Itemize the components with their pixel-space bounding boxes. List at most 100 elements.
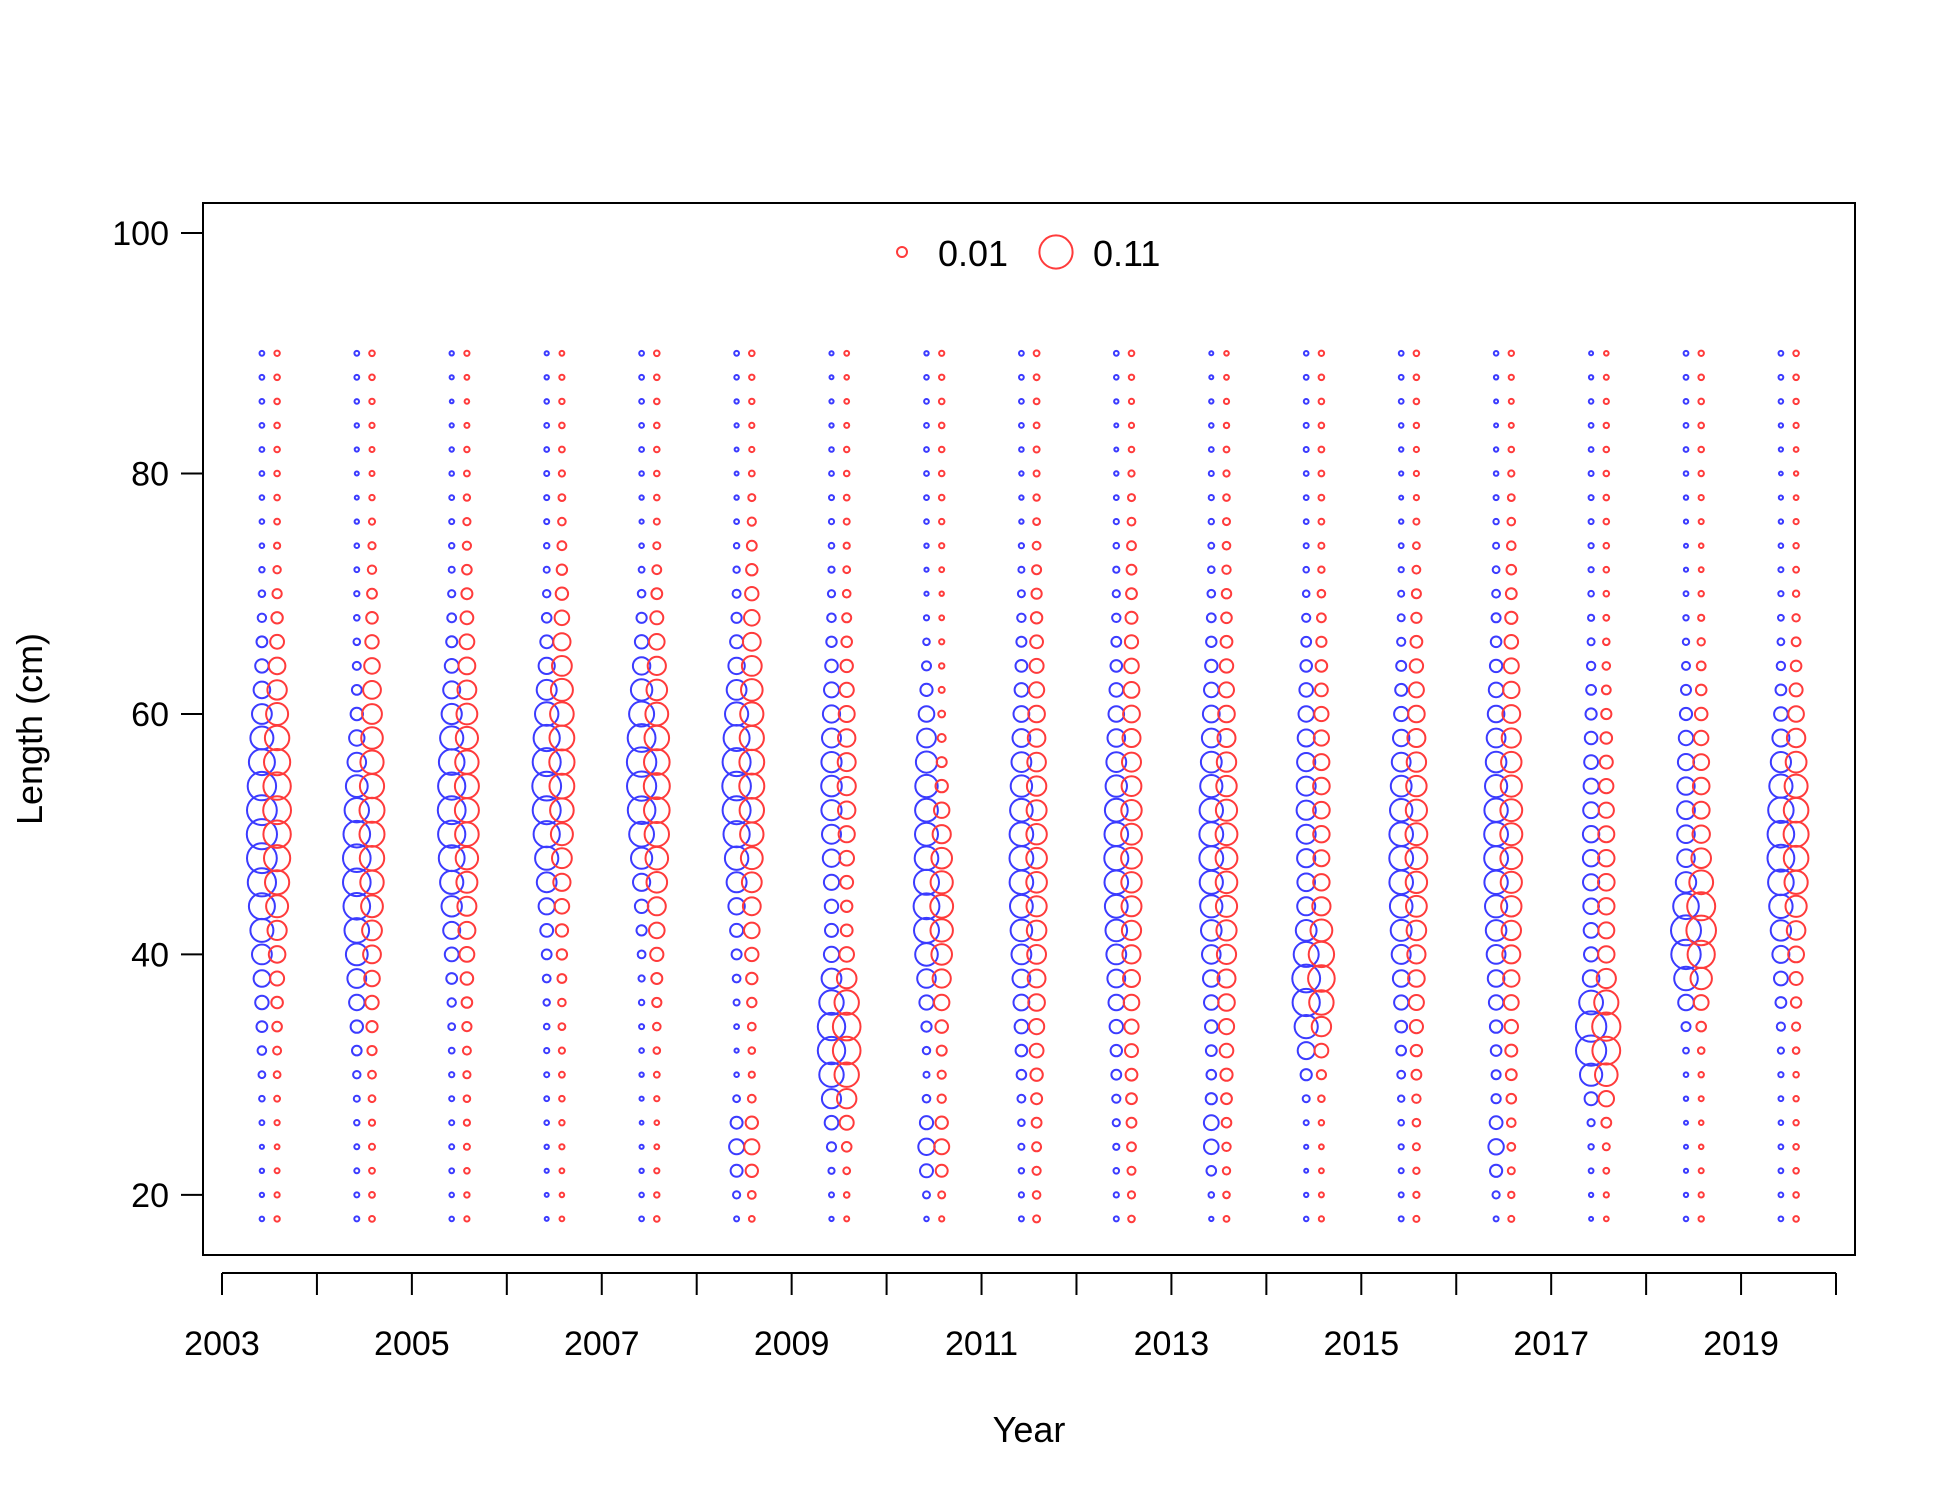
bubble-blue: [821, 823, 842, 845]
bubble-blue: [1113, 398, 1120, 405]
bubble-red: [1407, 969, 1426, 988]
bubble-red: [1602, 373, 1610, 381]
bubble-red: [1504, 1043, 1519, 1058]
bubble-blue: [352, 1094, 361, 1103]
bubble-blue: [914, 797, 939, 823]
bubble-red: [1689, 966, 1713, 991]
bubble-red: [838, 946, 856, 963]
bubble-blue: [1017, 1167, 1026, 1175]
bubble-red: [270, 611, 284, 625]
bubble-blue: [246, 770, 278, 802]
bubble-blue: [638, 373, 645, 381]
bubble-red: [1411, 1093, 1422, 1104]
bubble-red: [1697, 469, 1705, 478]
bubble-blue: [1587, 1191, 1595, 1199]
bubble-red: [1126, 540, 1137, 552]
bubble-red: [1311, 896, 1332, 917]
bubble-blue: [1777, 590, 1785, 598]
bubble-blue: [1018, 446, 1025, 453]
bubble-blue: [443, 658, 460, 674]
bubble-blue: [1302, 398, 1310, 405]
bubble-blue: [1492, 1215, 1500, 1223]
bubble-red: [929, 870, 954, 895]
bubble-red: [1602, 1191, 1610, 1199]
bubble-red: [1222, 517, 1231, 527]
bubble-blue: [732, 1094, 741, 1104]
bubble-blue: [246, 794, 278, 827]
bubble-red: [1505, 1092, 1518, 1105]
bubble-blue: [1205, 612, 1217, 624]
bubble-red: [1026, 944, 1047, 965]
bubble-blue: [1670, 914, 1702, 947]
bubble-blue: [1587, 566, 1595, 574]
bubble-red: [1502, 657, 1520, 675]
bubble-blue: [914, 750, 939, 774]
bubble-blue: [531, 770, 563, 802]
bubble-red: [1782, 820, 1810, 848]
bubble-red: [935, 756, 948, 769]
bubble-blue: [1583, 754, 1599, 770]
bubble-red: [643, 748, 671, 776]
bubble-red: [646, 655, 667, 677]
bubble-blue: [1485, 944, 1507, 965]
bubble-blue: [1777, 1119, 1785, 1126]
bubble-blue: [254, 658, 270, 674]
bubble-blue: [353, 614, 361, 622]
bubble-blue: [353, 373, 361, 381]
bubble-blue: [258, 373, 266, 381]
bubble-blue: [1775, 660, 1787, 672]
bubble-blue: [1294, 919, 1318, 942]
bubble-red: [1500, 895, 1523, 918]
bubble-red: [1790, 636, 1802, 648]
bubble-blue: [1582, 777, 1600, 795]
bubble-red: [1792, 1095, 1800, 1103]
bubble-blue: [245, 818, 278, 851]
bubble-blue: [1104, 918, 1129, 943]
bubble-blue: [1681, 637, 1691, 646]
bubble-blue: [1113, 470, 1120, 477]
bubble-red: [936, 733, 947, 743]
bubble-blue: [1776, 637, 1786, 647]
bubble-blue: [1397, 422, 1405, 429]
bubble-blue: [1199, 774, 1224, 799]
bubble-blue: [1587, 518, 1595, 526]
bubble-red: [1412, 1166, 1421, 1176]
bubble-blue: [532, 820, 561, 849]
bubble-blue: [1208, 374, 1215, 381]
bubble-blue: [1018, 349, 1025, 357]
bubble-blue: [1202, 1114, 1220, 1132]
bubble-blue: [1208, 422, 1215, 429]
bubble-red: [1411, 1142, 1421, 1152]
bubble-red: [453, 797, 480, 824]
bubble-blue: [1771, 944, 1791, 964]
x-tick-label: 2011: [945, 1325, 1018, 1363]
bubble-red: [462, 1070, 472, 1080]
bubble-red: [262, 819, 292, 849]
bubble-blue: [733, 470, 740, 477]
bubble-red: [1127, 397, 1136, 405]
bubble-blue: [1676, 800, 1696, 821]
bubble-blue: [1298, 682, 1314, 698]
bubble-red: [1126, 1141, 1137, 1153]
bubble-blue: [1493, 422, 1500, 429]
bubble-blue: [1587, 422, 1595, 429]
bubble-red: [1602, 469, 1611, 478]
bubble-red: [456, 679, 478, 701]
bubble-red: [1411, 1117, 1422, 1128]
bubble-red: [1409, 634, 1424, 649]
bubble-blue: [1777, 349, 1785, 357]
bubble-blue: [1208, 398, 1215, 405]
bubble-red: [558, 1119, 566, 1127]
bubble-red: [938, 373, 946, 381]
bubble-red: [367, 1094, 377, 1104]
bubble-red: [653, 349, 661, 358]
bubble-red: [263, 748, 292, 777]
bubble-blue: [1680, 1021, 1692, 1033]
bubble-red: [361, 919, 383, 942]
bubble-red: [1602, 1166, 1611, 1175]
bubble-blue: [448, 446, 455, 453]
bubble-red: [272, 1045, 283, 1056]
bubble-blue: [1587, 446, 1595, 453]
bubble-red: [273, 421, 281, 430]
bubble-blue: [1778, 470, 1784, 477]
